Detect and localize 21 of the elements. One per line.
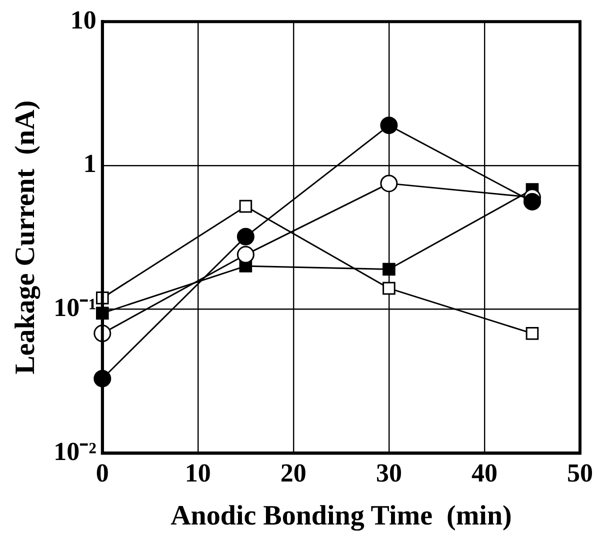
y-tick-label: 10⁻² — [54, 436, 97, 466]
point — [526, 327, 539, 340]
x-tick-label: 50 — [567, 458, 593, 488]
y-tick-label: 1 — [83, 149, 96, 178]
point — [380, 174, 398, 192]
x-tick-label: 0 — [96, 458, 109, 488]
y-tick-label: 10⁻¹ — [54, 293, 96, 322]
y-axis-title: Leakage Current (nA) — [10, 100, 42, 374]
x-axis-title: Anodic Bonding Time (min) — [170, 500, 512, 532]
x-tick-label: 20 — [280, 458, 306, 488]
point — [236, 246, 254, 264]
point — [239, 200, 252, 213]
point — [523, 192, 541, 210]
x-tick-label: 30 — [376, 458, 402, 488]
x-tick-label: 40 — [471, 458, 498, 488]
y-tick-label: 10 — [70, 5, 96, 34]
x-tick-label: 10 — [184, 458, 211, 488]
point — [382, 262, 396, 276]
point — [380, 116, 398, 134]
point — [382, 282, 396, 295]
point — [236, 228, 254, 246]
